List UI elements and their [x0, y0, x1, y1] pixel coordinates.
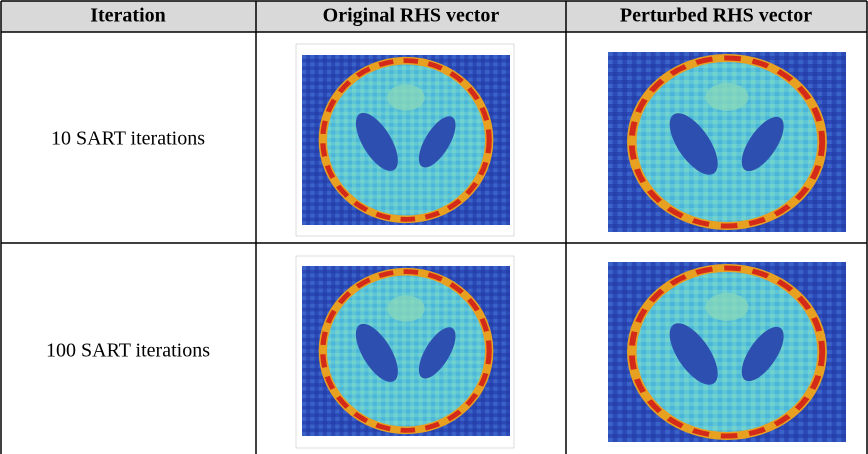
original-image — [296, 44, 514, 236]
perturbed-image — [608, 52, 846, 232]
header-cell: Original RHS vector — [323, 5, 500, 27]
header-cell: Iteration — [90, 5, 166, 27]
table: Iteration Original RHS vector Perturbed … — [0, 0, 868, 454]
original-image — [296, 256, 514, 448]
perturbed-image — [608, 262, 846, 442]
header-cell: Perturbed RHS vector — [620, 5, 812, 27]
row-label: 10 SART iterations — [51, 128, 205, 150]
row-label: 100 SART iterations — [46, 340, 210, 362]
